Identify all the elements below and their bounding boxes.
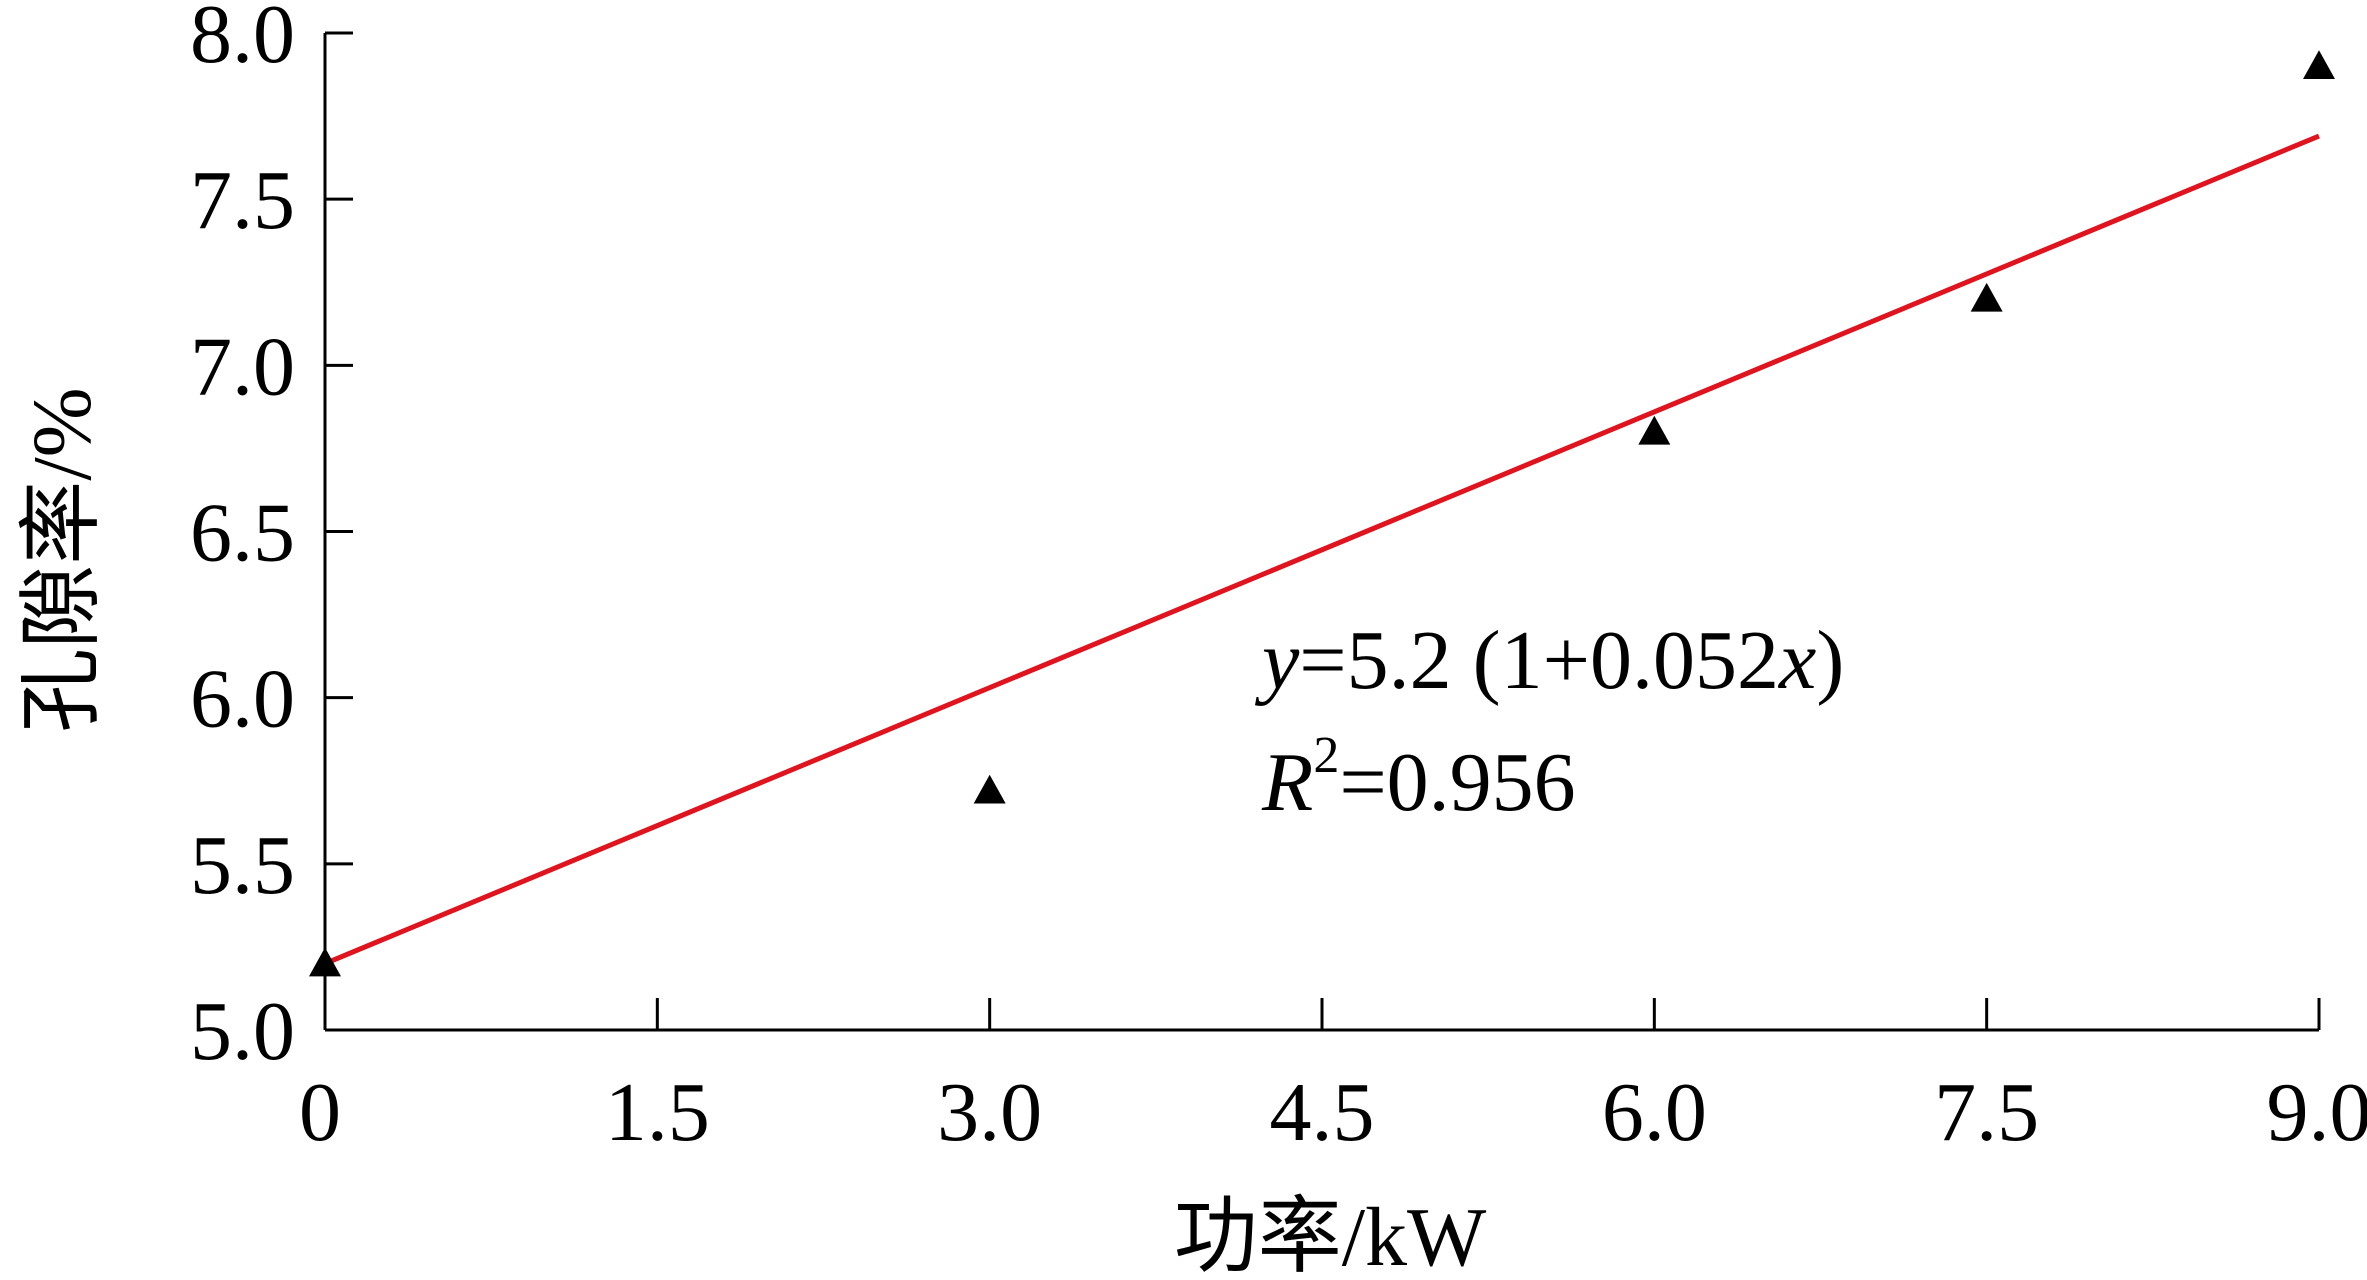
r-squared-part: 2 [1313,727,1339,784]
y-tick-label: 7.0 [190,320,295,413]
equation-part: y [1254,614,1300,707]
equation-part: ) [1816,614,1844,707]
equation-part: =5.2 (1+0.052 [1299,614,1779,707]
equation: y=5.2 (1+0.052x) [1254,614,1844,707]
fit-line [324,133,2320,966]
x-axis-title: 功率/kW [1174,1191,1487,1280]
equation-part: x [1777,614,1816,707]
r-squared: R2=0.956 [1261,727,1576,829]
x-tick-label: 0 [299,1066,341,1159]
data-point [2303,50,2335,80]
r-squared-part: R [1261,736,1313,829]
y-tick-label: 5.5 [190,819,295,912]
data-point [1638,415,1671,445]
data-point [1970,282,2003,312]
y-tick-label: 8.0 [190,0,295,81]
x-tick-label: 9.0 [2267,1066,2367,1159]
y-tick-label: 5.0 [190,985,295,1078]
data-point [309,947,341,977]
y-axis-title: 孔隙率/% [16,387,109,732]
y-tick-label: 7.5 [190,154,295,247]
data-point [973,774,1006,804]
x-tick-label: 6.0 [1602,1066,1707,1159]
x-tick-label: 3.0 [937,1066,1042,1159]
x-tick-label: 4.5 [1270,1066,1375,1159]
x-tick-label: 1.5 [605,1066,710,1159]
r-squared-part: =0.956 [1339,736,1575,829]
y-tick-label: 6.0 [190,653,295,746]
y-tick-label: 6.5 [190,487,295,580]
x-tick-label: 7.5 [1934,1066,2039,1159]
